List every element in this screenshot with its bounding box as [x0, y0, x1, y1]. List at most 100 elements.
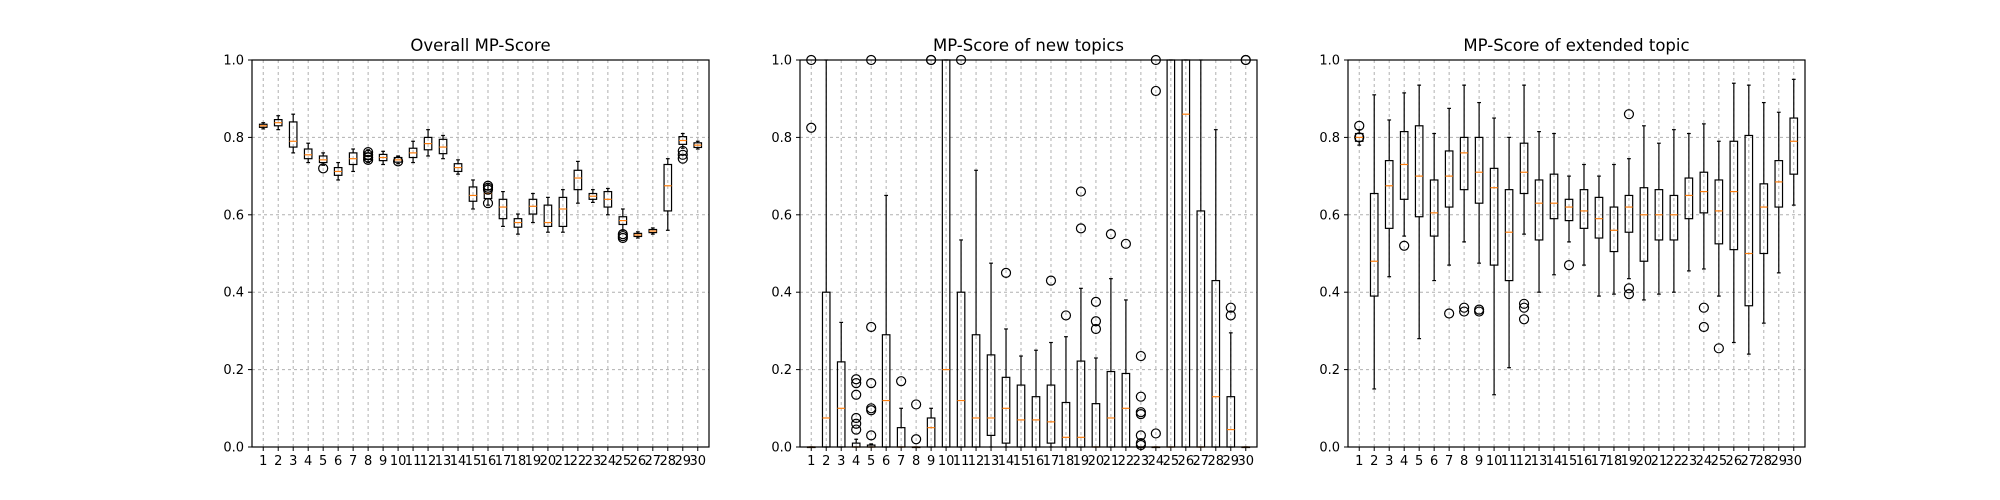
- box-24: [1698, 123, 1709, 333]
- box-15: [468, 179, 478, 210]
- iqr-box: [1684, 177, 1694, 220]
- x-tick-label: 12: [1516, 454, 1533, 469]
- outlier-point: [1354, 132, 1365, 143]
- iqr-box: [498, 198, 508, 220]
- x-tick-label: 28: [1208, 454, 1225, 469]
- box-3: [288, 113, 298, 154]
- outlier-point: [617, 229, 628, 240]
- iqr-box: [1489, 167, 1499, 266]
- x-tick-label: 2: [822, 454, 830, 469]
- x-tick-label: 28: [660, 454, 677, 469]
- x-tick-label: 17: [495, 454, 512, 469]
- iqr-box: [1399, 130, 1409, 200]
- x-tick-label: 25: [1163, 454, 1180, 469]
- box-29: [1774, 111, 1784, 274]
- x-tick-label: 4: [304, 454, 312, 469]
- x-tick-label: 5: [1415, 454, 1423, 469]
- iqr-box: [1774, 160, 1784, 208]
- iqr-box: [1001, 376, 1011, 444]
- x-tick-label: 28: [1756, 454, 1773, 469]
- box-21: [1654, 142, 1664, 295]
- x-tick-label: 7: [1445, 454, 1453, 469]
- y-tick-label: 0.4: [223, 286, 244, 301]
- panel-mp-score-new-topics: 0.00.20.40.60.81.01 2 3 4 5 6 7 8 9 1011121314151…: [771, 36, 1258, 469]
- outlier-point: [677, 149, 688, 160]
- box-30: [1789, 78, 1799, 206]
- outlier-point: [1474, 306, 1485, 317]
- box-1: [258, 122, 268, 130]
- iqr-box: [986, 354, 996, 436]
- outlier-point: [1518, 314, 1530, 325]
- box-5: [318, 152, 329, 174]
- box-16: [482, 180, 494, 209]
- outlier-point: [1444, 308, 1455, 319]
- box-25: [1713, 140, 1724, 354]
- box-7: [348, 148, 358, 173]
- box-22: [573, 160, 583, 204]
- box-9: [378, 150, 388, 166]
- y-tick-label: 0.6: [223, 208, 244, 223]
- box-25: [617, 208, 628, 244]
- outlier-point: [866, 405, 877, 416]
- iqr-box: [1369, 192, 1379, 297]
- x-tick-label: 13: [1531, 454, 1548, 469]
- box-20: [543, 196, 553, 233]
- outlier-point: [851, 389, 862, 400]
- box-30: [693, 140, 703, 150]
- y-tick-label: 0.6: [1319, 208, 1340, 223]
- y-tick-label: 0.4: [1319, 286, 1340, 301]
- x-tick-label: 20: [1636, 454, 1653, 469]
- outlier-point: [1135, 350, 1146, 362]
- x-tick-label: 21: [1651, 454, 1668, 469]
- box-21: [558, 189, 568, 233]
- x-tick-label: 19: [525, 454, 542, 469]
- x-tick-label: 1: [807, 454, 815, 469]
- iqr-box: [1729, 140, 1739, 251]
- x-tick-label: 21: [555, 454, 572, 469]
- y-tick-label: 0.6: [771, 208, 792, 223]
- x-tick-label: 6: [1430, 454, 1438, 469]
- outlier-point: [482, 198, 494, 209]
- iqr-box: [1519, 142, 1529, 195]
- box-9: [1474, 101, 1485, 317]
- x-tick-label: 17: [1591, 454, 1608, 469]
- box-2: [1369, 94, 1379, 390]
- x-tick-label: 25: [1711, 454, 1728, 469]
- outlier-point: [363, 147, 374, 158]
- x-tick-label: 4: [852, 454, 860, 469]
- x-tick-label: 15: [1013, 454, 1030, 469]
- y-tick-label: 0.0: [223, 441, 244, 456]
- box-11: [408, 140, 418, 164]
- box-12: [1518, 84, 1530, 325]
- x-tick-label: 9: [927, 454, 935, 469]
- box-1: [1354, 120, 1365, 146]
- box-13: [1534, 130, 1544, 293]
- box-20: [1639, 125, 1649, 301]
- x-tick-label: 29: [1771, 454, 1788, 469]
- iqr-box: [1744, 134, 1754, 307]
- x-tick-label: 4: [1400, 454, 1408, 469]
- panel-mp-score-extended-topic: 0.00.20.40.60.81.01 2 3 4 5 6 7 8 9 1011121314151…: [1319, 36, 1806, 469]
- box-10: [1489, 117, 1499, 396]
- iqr-box: [1699, 171, 1709, 214]
- outlier-point: [1623, 109, 1635, 120]
- outlier-point: [1120, 238, 1131, 249]
- iqr-box: [1759, 183, 1769, 255]
- chart-title: MP-Score of new topics: [933, 36, 1124, 55]
- y-tick-label: 1.0: [1319, 54, 1340, 69]
- iqr-box: [303, 148, 313, 160]
- box-18: [1609, 163, 1619, 295]
- x-tick-label: 5: [319, 454, 327, 469]
- x-tick-label: 12: [968, 454, 985, 469]
- x-tick-label: 29: [675, 454, 692, 469]
- x-tick-label: 27: [1193, 454, 1210, 469]
- box-23: [1684, 132, 1694, 272]
- x-tick-label: 3: [289, 454, 297, 469]
- box-14: [453, 159, 463, 175]
- box-19: [528, 192, 538, 224]
- iqr-box: [468, 186, 478, 202]
- x-tick-label: 6: [882, 454, 890, 469]
- box-18: [513, 213, 523, 235]
- iqr-box: [1579, 189, 1589, 229]
- box-7: [1444, 107, 1455, 319]
